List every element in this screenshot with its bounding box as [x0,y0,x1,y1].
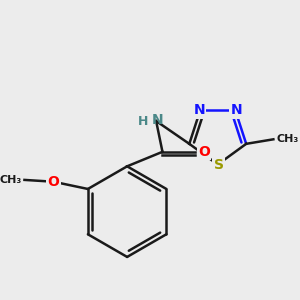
Text: H: H [138,115,148,128]
Text: S: S [214,158,224,172]
Text: O: O [198,145,210,159]
Text: CH₃: CH₃ [276,134,298,144]
Text: N: N [230,103,242,117]
Text: N: N [152,113,164,127]
Text: O: O [47,175,59,189]
Text: CH₃: CH₃ [0,175,22,185]
Text: N: N [194,103,205,117]
